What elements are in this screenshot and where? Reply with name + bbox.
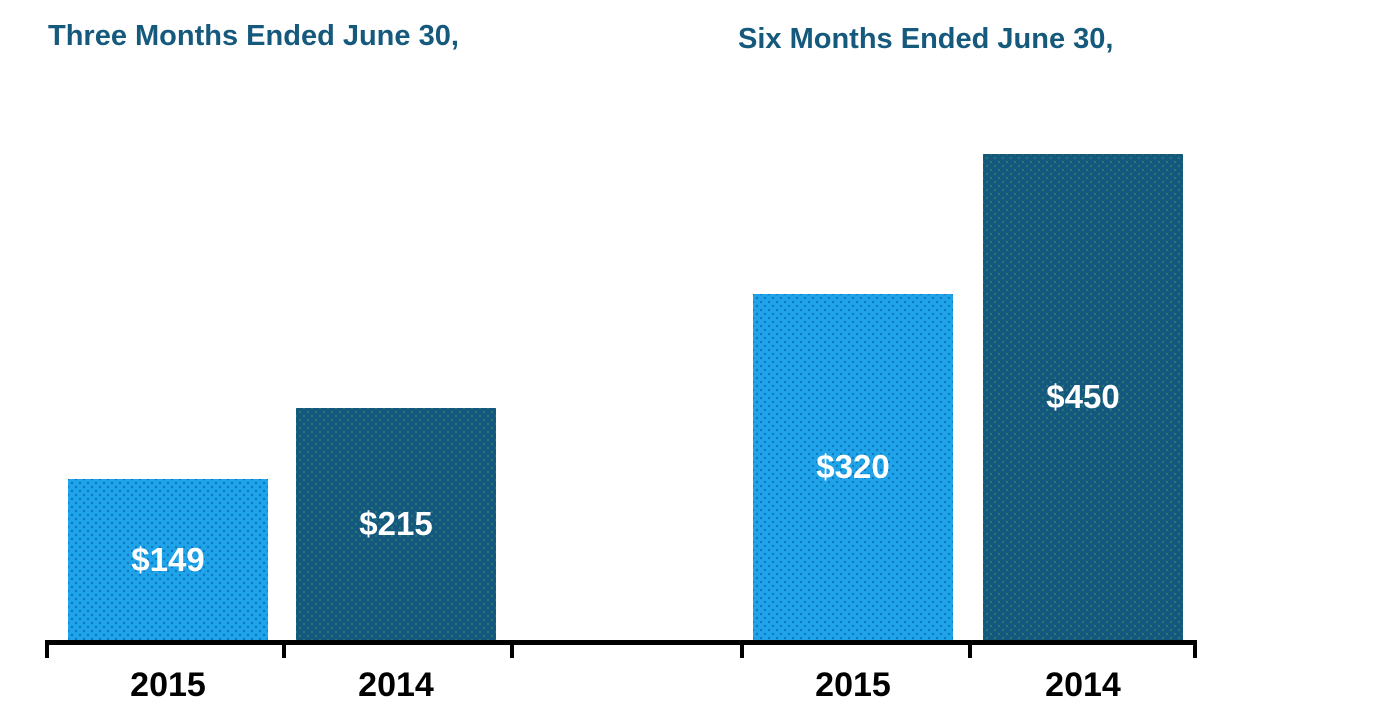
x-axis-label-six-months-2015: 2015	[815, 666, 891, 704]
x-axis-tick	[1193, 645, 1197, 658]
x-axis-tick	[968, 645, 972, 658]
x-axis-tick	[740, 645, 744, 658]
bar-three-months-2014: $215	[296, 408, 496, 640]
bar-three-months-2015: $149	[68, 479, 268, 640]
x-axis-line	[45, 640, 1197, 645]
x-axis-tick	[282, 645, 286, 658]
bar-value-label: $215	[359, 505, 433, 542]
bar-six-months-2014: $450	[983, 154, 1183, 640]
bar-value-label: $320	[816, 448, 890, 485]
x-axis-label-three-months-2014: 2014	[358, 666, 434, 704]
left-group-title: Three Months Ended June 30,	[48, 20, 459, 52]
x-axis-label-six-months-2014: 2014	[1045, 666, 1121, 704]
x-axis-label-three-months-2015: 2015	[130, 666, 206, 704]
bar-value-label: $149	[131, 540, 205, 578]
bar-value-label: $450	[1046, 378, 1120, 415]
right-group-title: Six Months Ended June 30,	[738, 23, 1114, 55]
x-axis-tick	[510, 645, 514, 658]
x-axis-tick	[45, 645, 49, 658]
bar-six-months-2015: $320	[753, 294, 953, 640]
